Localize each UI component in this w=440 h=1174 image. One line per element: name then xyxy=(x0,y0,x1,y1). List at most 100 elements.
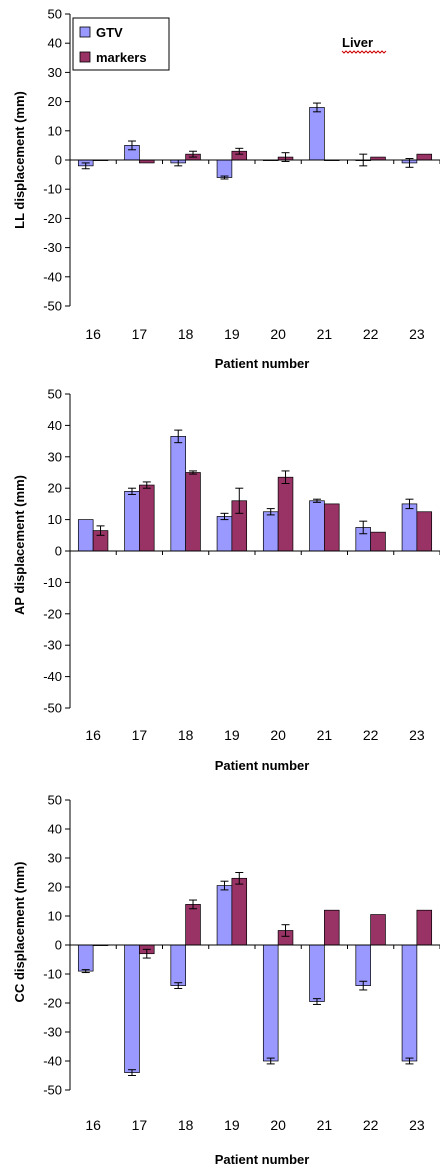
bar-gtv-21 xyxy=(309,944,325,1002)
bar-gtv-19 xyxy=(216,516,233,552)
x-tick-label: 16 xyxy=(85,326,101,342)
x-tick-label: 21 xyxy=(317,1117,333,1133)
bar-gtv-18 xyxy=(170,944,186,986)
bar-gtv-21 xyxy=(309,500,325,552)
bar-gtv-17 xyxy=(124,490,140,552)
x-tick-label: 19 xyxy=(224,1117,240,1133)
organ-annotation: Liver xyxy=(342,35,373,50)
x-tick-label: 20 xyxy=(270,326,286,342)
x-tick-label: 23 xyxy=(409,1117,425,1133)
x-tick-label: 17 xyxy=(132,727,148,743)
x-tick-label: 16 xyxy=(85,727,101,743)
x-tick-label: 20 xyxy=(270,1117,286,1133)
bar-gtv-22 xyxy=(355,944,371,986)
y-tick-label: 50 xyxy=(48,387,62,402)
y-tick-label: 0 xyxy=(55,544,62,559)
y-tick-label: 10 xyxy=(48,512,62,527)
y-tick-label: 10 xyxy=(48,909,62,924)
ll-displacement-chart: LL displacement (mm) Patient number GTV … xyxy=(12,7,440,371)
x-tick-label: 19 xyxy=(224,326,240,342)
y-tick-label: 10 xyxy=(48,123,62,138)
bar-markers-17 xyxy=(139,484,155,552)
y-tick-label: 30 xyxy=(48,449,62,464)
x-tick-label: 20 xyxy=(270,727,286,743)
y-tick-label: 20 xyxy=(48,880,62,895)
x-tick-label: 18 xyxy=(178,727,194,743)
y-axis-label: AP displacement (mm) xyxy=(12,475,27,615)
y-tick-label: 0 xyxy=(55,153,62,168)
bar-markers-20 xyxy=(277,476,294,552)
bar-gtv-23 xyxy=(401,944,418,1062)
y-tick-label: -50 xyxy=(43,1083,62,1098)
bar-markers-18 xyxy=(185,472,201,552)
x-tick-label: 22 xyxy=(363,1117,379,1133)
x-tick-label: 21 xyxy=(317,326,333,342)
legend-label-markers: markers xyxy=(96,50,147,65)
x-tick-label: 18 xyxy=(178,326,194,342)
x-tick-label: 23 xyxy=(409,727,425,743)
y-tick-label: -20 xyxy=(43,211,62,226)
bar-gtv-19 xyxy=(216,159,233,178)
y-tick-label: -30 xyxy=(43,638,62,653)
bar-markers-21 xyxy=(324,503,340,552)
bar-gtv-16 xyxy=(77,519,94,552)
y-tick-label: 40 xyxy=(48,36,62,51)
x-tick-label: 22 xyxy=(363,326,379,342)
bar-markers-23 xyxy=(416,153,433,161)
x-tick-label: 17 xyxy=(132,1117,148,1133)
y-tick-label: 50 xyxy=(48,7,62,22)
bar-markers-22 xyxy=(370,914,386,946)
y-tick-label: -10 xyxy=(43,182,62,197)
bar-markers-22 xyxy=(370,531,386,552)
legend-label-gtv: GTV xyxy=(96,25,123,40)
cc-displacement-chart: CC displacement (mm) Patient number 50 40… xyxy=(12,793,440,1167)
y-tick-label: -40 xyxy=(43,269,62,284)
y-tick-label: 20 xyxy=(48,94,62,109)
y-tick-label: 20 xyxy=(48,481,62,496)
y-tick-label: -30 xyxy=(43,1025,62,1040)
y-tick-label: -40 xyxy=(43,1054,62,1069)
bar-markers-19 xyxy=(231,877,248,946)
legend-swatch-markers xyxy=(79,51,91,63)
bar-markers-23 xyxy=(416,511,433,552)
y-tick-label: -20 xyxy=(43,996,62,1011)
ap-displacement-chart: AP displacement (mm) Patient number 50 40… xyxy=(12,387,440,773)
x-axis-label: Patient number xyxy=(215,356,310,371)
x-axis-label: Patient number xyxy=(215,758,310,773)
y-tick-label: -30 xyxy=(43,240,62,255)
bar-gtv-18 xyxy=(170,436,186,552)
y-tick-label: 50 xyxy=(48,793,62,808)
y-tick-label: 40 xyxy=(48,822,62,837)
y-axis-label: CC displacement (mm) xyxy=(12,862,27,1003)
x-tick-label: 22 xyxy=(363,727,379,743)
y-tick-label: -10 xyxy=(43,575,62,590)
x-tick-label: 16 xyxy=(85,1117,101,1133)
y-tick-label: 30 xyxy=(48,851,62,866)
bar-gtv-20 xyxy=(262,511,279,552)
x-tick-label: 23 xyxy=(409,326,425,342)
y-tick-label: 0 xyxy=(55,938,62,953)
bar-markers-23 xyxy=(416,909,433,946)
legend-swatch-gtv xyxy=(79,26,91,38)
bar-gtv-23 xyxy=(401,503,418,552)
y-tick-label: -20 xyxy=(43,606,62,621)
y-tick-label: -40 xyxy=(43,669,62,684)
y-tick-label: 40 xyxy=(48,418,62,433)
bar-gtv-21 xyxy=(309,107,325,161)
bar-markers-21 xyxy=(324,909,340,946)
y-axis-label: LL displacement (mm) xyxy=(12,91,27,229)
x-tick-label: 21 xyxy=(317,727,333,743)
bar-gtv-20 xyxy=(262,944,279,1062)
bar-markers-18 xyxy=(185,904,201,946)
x-tick-label: 17 xyxy=(132,326,148,342)
y-tick-label: 30 xyxy=(48,65,62,80)
bar-gtv-17 xyxy=(124,944,140,1073)
x-tick-label: 19 xyxy=(224,727,240,743)
x-tick-label: 18 xyxy=(178,1117,194,1133)
x-axis-label: Patient number xyxy=(215,1152,310,1167)
bar-gtv-16 xyxy=(77,944,94,972)
y-tick-label: -50 xyxy=(43,701,62,716)
legend: GTV markers xyxy=(72,17,170,71)
y-tick-label: -10 xyxy=(43,967,62,982)
